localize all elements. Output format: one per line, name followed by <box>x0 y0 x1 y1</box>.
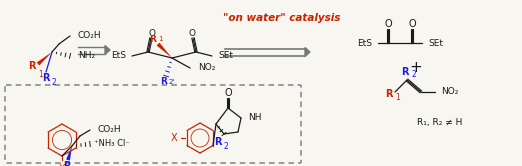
Text: X: X <box>58 164 65 166</box>
Polygon shape <box>66 146 72 161</box>
Text: NH₂: NH₂ <box>78 51 95 60</box>
Text: R: R <box>63 161 71 166</box>
Text: +: + <box>410 60 422 76</box>
Text: CO₂H: CO₂H <box>98 125 122 134</box>
Polygon shape <box>305 47 310 56</box>
Text: 1: 1 <box>395 93 400 102</box>
Text: CO₂H: CO₂H <box>77 32 101 41</box>
Text: O: O <box>408 19 416 29</box>
Text: 2': 2' <box>169 79 175 85</box>
Text: R: R <box>161 78 168 86</box>
Text: R: R <box>28 61 35 71</box>
Text: X: X <box>170 133 177 143</box>
Text: ⁺NH₃ Cl⁻: ⁺NH₃ Cl⁻ <box>94 139 130 149</box>
Polygon shape <box>37 52 52 66</box>
Text: 2: 2 <box>224 142 229 151</box>
Text: SEt: SEt <box>428 39 443 47</box>
Text: 2: 2 <box>52 78 57 87</box>
Text: O: O <box>148 29 156 38</box>
Text: EtS: EtS <box>357 39 372 47</box>
Text: SEt: SEt <box>218 51 233 60</box>
Text: "on water" catalysis: "on water" catalysis <box>223 13 341 23</box>
Text: R: R <box>401 67 409 77</box>
Text: O: O <box>188 29 196 38</box>
Text: R₁, R₂ ≠ H: R₁, R₂ ≠ H <box>417 118 462 126</box>
Text: EtS: EtS <box>111 51 126 60</box>
Polygon shape <box>105 45 110 54</box>
Text: R: R <box>150 36 157 44</box>
Text: NO₂: NO₂ <box>441 87 458 96</box>
Text: O: O <box>384 19 392 29</box>
Text: R: R <box>42 73 50 83</box>
Text: NO₂: NO₂ <box>198 64 216 73</box>
Text: 1: 1 <box>38 70 43 79</box>
Text: NH: NH <box>248 114 262 123</box>
Text: R: R <box>214 137 222 147</box>
Text: O: O <box>224 88 232 98</box>
Text: 2: 2 <box>411 70 416 79</box>
Text: 1: 1 <box>158 36 162 42</box>
Text: R: R <box>385 89 393 99</box>
Polygon shape <box>157 43 172 58</box>
